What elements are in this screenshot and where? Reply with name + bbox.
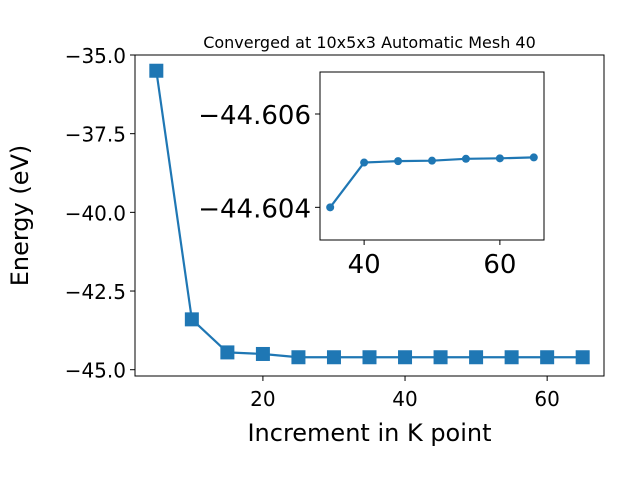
main-data-point xyxy=(398,350,413,365)
main-data-point xyxy=(575,350,590,365)
main-ticks: 20 40 60 −35.0 −37.5 −40.0 −42.5 −45.0 xyxy=(65,44,560,411)
main-chart-title: Converged at 10x5x3 Automatic Mesh 40 xyxy=(203,33,536,52)
inset-y-tick-label: −44.606 xyxy=(198,101,311,131)
main-data-point xyxy=(469,350,484,365)
main-data-point xyxy=(184,312,199,327)
inset-data-point xyxy=(428,156,436,165)
inset-series xyxy=(326,153,538,212)
main-data-point xyxy=(540,350,555,365)
main-data-point xyxy=(255,346,270,361)
inset-data-point xyxy=(461,154,470,163)
inset-data-point xyxy=(394,157,403,166)
main-x-tick-label: 40 xyxy=(392,387,417,411)
main-y-tick-label: −42.5 xyxy=(65,280,126,304)
main-y-tick-label: −35.0 xyxy=(65,44,126,68)
main-series xyxy=(149,63,590,365)
main-y-axis-title: Energy (eV) xyxy=(6,145,34,287)
main-x-tick-label: 20 xyxy=(250,387,275,411)
main-data-point xyxy=(220,345,235,360)
inset-axes: 40 60 −44.606 −44.604 xyxy=(198,71,545,280)
inset-data-point xyxy=(529,153,538,162)
inset-x-tick-label: 60 xyxy=(483,250,516,280)
main-data-point xyxy=(433,350,448,365)
inset-y-tick-label: −44.604 xyxy=(198,194,311,224)
main-y-tick-label: −40.0 xyxy=(65,201,126,225)
main-y-tick-label: −45.0 xyxy=(65,359,126,383)
main-data-point xyxy=(504,350,519,365)
main-x-axis-title: Increment in K point xyxy=(247,419,491,447)
inset-data-point xyxy=(360,158,369,167)
inset-plot-frame xyxy=(319,71,545,241)
main-data-point xyxy=(291,350,306,365)
inset-x-tick-label: 40 xyxy=(348,250,381,280)
main-data-point xyxy=(326,350,341,365)
main-x-tick-label: 60 xyxy=(534,387,559,411)
main-axes: Converged at 10x5x3 Automatic Mesh 40 In… xyxy=(6,33,605,447)
inset-data-point xyxy=(495,154,504,163)
main-plot-frame xyxy=(134,54,605,377)
main-data-point xyxy=(149,63,164,78)
main-data-point xyxy=(362,350,377,365)
main-y-tick-label: −37.5 xyxy=(65,123,126,147)
inset-data-point xyxy=(326,203,335,212)
inset-ticks: 40 60 −44.606 −44.604 xyxy=(198,101,516,280)
